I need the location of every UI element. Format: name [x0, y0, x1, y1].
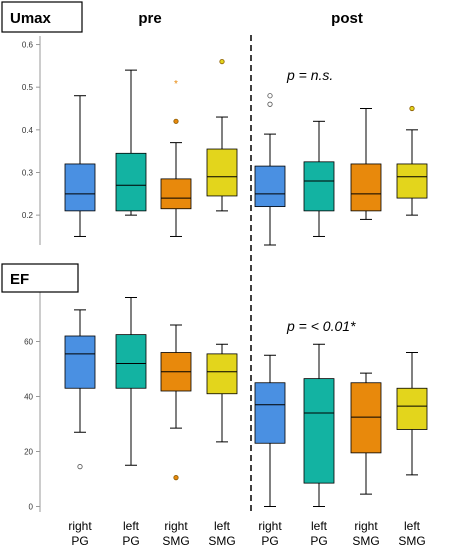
- ef-y-tick-label: 60: [24, 338, 33, 347]
- ef-box-post-right-smg: [350, 372, 382, 495]
- umax-boxes: *: [64, 58, 428, 246]
- outlier-point: [267, 101, 273, 107]
- ef-label-box: [1, 263, 79, 293]
- x-label-line2: PG: [122, 534, 139, 548]
- umax-y-tick-label: 0.2: [22, 211, 34, 220]
- x-label-line2: SMG: [398, 534, 425, 548]
- group-title-post: post: [331, 10, 363, 27]
- umax-box-post-left-pg: [303, 120, 335, 237]
- iqr-box: [115, 334, 147, 389]
- umax-box-post-left-smg: [396, 105, 428, 216]
- ef-p-annotation: p = < 0.01*: [286, 318, 356, 334]
- iqr-box: [64, 163, 96, 212]
- ef-y-tick-label: 20: [24, 448, 33, 457]
- x-label-line2: SMG: [162, 534, 189, 548]
- iqr-box: [115, 152, 147, 212]
- iqr-box: [396, 163, 428, 199]
- x-label-line1: right: [258, 519, 282, 533]
- x-label-line1: left: [311, 519, 328, 533]
- umax-y-tick-label: 0.6: [22, 41, 34, 50]
- iqr-box: [350, 163, 382, 212]
- ef-box-pre-left-pg: [115, 297, 147, 466]
- ef-box-pre-left-smg: [206, 343, 238, 443]
- ef-box-post-left-pg: [303, 343, 335, 507]
- umax-p-annotation: p = n.s.: [286, 67, 333, 83]
- iqr-box: [206, 353, 238, 395]
- outlier-point: [173, 118, 179, 124]
- ef-label: EF: [10, 271, 29, 288]
- umax-box-pre-right-pg: [64, 95, 96, 237]
- ef-y-tick-label: 40: [24, 393, 33, 402]
- ef-y-tick-label: 0: [29, 503, 34, 512]
- iqr-box: [254, 165, 286, 208]
- x-label-line1: right: [164, 519, 188, 533]
- iqr-box: [64, 335, 96, 389]
- umax-y-ticks: 0.2 0.3 0.4 0.5 0.6: [22, 41, 40, 220]
- x-label-line1: left: [404, 519, 421, 533]
- x-label-line1: left: [214, 519, 231, 533]
- umax-box-post-right-smg: [350, 108, 382, 220]
- ef-boxes: [64, 297, 428, 507]
- umax-box-post-right-pg: [254, 93, 286, 246]
- x-label-line2: PG: [261, 534, 278, 548]
- outlier-point: [409, 105, 415, 112]
- ef-box-post-right-pg: [254, 354, 286, 507]
- x-label-line2: SMG: [352, 534, 379, 548]
- x-label-line2: PG: [71, 534, 88, 548]
- outlier-point: [77, 464, 83, 470]
- umax-y-tick-label: 0.4: [22, 126, 34, 135]
- ef-box-pre-right-pg: [64, 309, 96, 470]
- ef-box-post-left-smg: [396, 352, 428, 476]
- outlier-point: [267, 93, 273, 99]
- umax-label: Umax: [10, 10, 52, 27]
- x-axis-labels: rightPGleftPGrightSMGleftSMGrightPGleftP…: [68, 519, 425, 548]
- umax-box-pre-right-smg: *: [160, 79, 192, 237]
- x-label-line1: left: [123, 519, 140, 533]
- iqr-box: [350, 382, 382, 454]
- x-label-line2: SMG: [208, 534, 235, 548]
- x-label-line1: right: [354, 519, 378, 533]
- iqr-box: [303, 161, 335, 212]
- umax-panel: 0.2 0.3 0.4 0.5 0.6 * Umax pre post p = n.s.: [1, 1, 428, 246]
- group-title-pre: pre: [138, 10, 161, 27]
- iqr-box: [254, 382, 286, 444]
- x-label-line2: PG: [310, 534, 327, 548]
- iqr-box: [206, 148, 238, 197]
- umax-box-pre-left-pg: [115, 69, 147, 216]
- outlier-point: [219, 58, 225, 65]
- ef-y-ticks: 0 20 40 60: [24, 338, 40, 512]
- umax-y-tick-label: 0.3: [22, 168, 34, 177]
- iqr-box: [303, 378, 335, 484]
- outlier-point: [173, 475, 179, 481]
- iqr-box: [396, 387, 428, 430]
- ef-panel: 0 20 40 60 EF p = < 0.01*: [1, 263, 428, 512]
- umax-label-box: [1, 1, 83, 33]
- extreme-point: *: [174, 79, 178, 90]
- umax-y-tick-label: 0.5: [22, 83, 34, 92]
- umax-box-pre-left-smg: [206, 58, 238, 212]
- x-label-line1: right: [68, 519, 92, 533]
- ef-box-pre-right-smg: [160, 324, 192, 481]
- iqr-box: [160, 178, 192, 210]
